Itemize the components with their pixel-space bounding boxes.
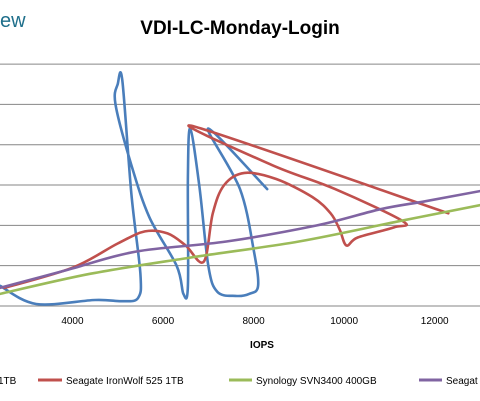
series-line-0 (0, 71, 269, 306)
legend-label-1: Seagate IronWolf 525 1TB (66, 376, 184, 387)
x-tick-label-0: 4000 (61, 316, 84, 327)
brand-logo-text: ew (0, 10, 26, 32)
x-tick-labels: 4000 6000 8000 10000 12000 (61, 316, 449, 327)
series-line-2 (0, 203, 480, 296)
legend: 1TB Seagate IronWolf 525 1TB Synology SVN3… (0, 376, 478, 387)
series-layer (0, 71, 480, 306)
x-tick-label-2: 8000 (242, 316, 265, 327)
legend-label-3: Seagat (446, 376, 478, 387)
legend-label-0: 1TB (0, 376, 17, 387)
x-axis-label: IOPS (250, 340, 274, 351)
x-tick-label-1: 6000 (152, 316, 175, 327)
legend-label-2: Synology SVN3400 400GB (256, 376, 377, 387)
series-line-3 (0, 189, 480, 290)
series-line-1 (3, 124, 450, 290)
x-tick-label-3: 10000 (330, 316, 358, 327)
x-tick-label-4: 12000 (421, 316, 449, 327)
chart-title: VDI-LC-Monday-Login (140, 18, 339, 39)
